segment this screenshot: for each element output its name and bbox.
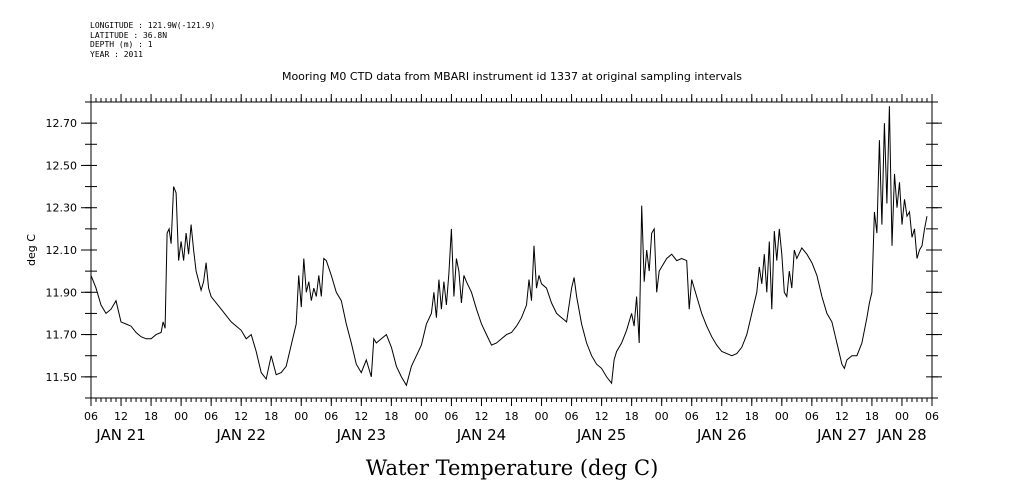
x-date-label: JAN 27	[816, 426, 867, 444]
x-date-label: JAN 24	[456, 426, 507, 444]
x-tick-label: 18	[505, 410, 519, 423]
axis-labels: 06 12 18 00 06 12 18 00 06 12 18 00 06 12 18 00 06 12 18 00…	[46, 117, 940, 444]
x-axis-label: Water Temperature (deg C)	[366, 456, 659, 480]
y-tick-label: 11.70	[46, 329, 78, 342]
axis-ticks	[81, 94, 942, 406]
chart-title: Mooring M0 CTD data from MBARI instrumen…	[282, 70, 742, 83]
x-tick-label: 18	[264, 410, 278, 423]
x-tick-label: 12	[114, 410, 128, 423]
x-tick-label: 00	[775, 410, 789, 423]
x-tick-label: 18	[865, 410, 879, 423]
x-tick-label: 06	[204, 410, 218, 423]
y-tick-label: 12.50	[46, 159, 78, 172]
x-date-label: JAN 26	[696, 426, 747, 444]
y-tick-label: 12.70	[46, 117, 78, 130]
x-tick-label: 00	[655, 410, 669, 423]
x-tick-label: 06	[685, 410, 699, 423]
x-date-label: JAN 22	[215, 426, 266, 444]
y-axis-label: deg C	[25, 234, 38, 266]
x-date-label: JAN 21	[95, 426, 146, 444]
x-tick-label: 06	[565, 410, 579, 423]
x-tick-label: 00	[294, 410, 308, 423]
series-line-water-temperature	[90, 106, 928, 387]
x-tick-label: 06	[925, 410, 939, 423]
x-tick-label: 00	[535, 410, 549, 423]
x-tick-label: 06	[324, 410, 338, 423]
x-tick-label: 00	[895, 410, 909, 423]
x-tick-label: 12	[234, 410, 248, 423]
x-date-label: JAN 25	[576, 426, 627, 444]
x-date-label: JAN 23	[336, 426, 387, 444]
depth-text: DEPTH (m) : 1	[90, 40, 153, 49]
x-tick-label: 06	[84, 410, 98, 423]
metadata-block: LONGITUDE : 121.9W(-121.9) LATITUDE : 36…	[90, 21, 215, 59]
x-tick-label: 18	[144, 410, 158, 423]
x-tick-label: 18	[745, 410, 759, 423]
x-date-label: JAN 28	[876, 426, 927, 444]
x-tick-label: 00	[174, 410, 188, 423]
y-tick-label: 12.10	[46, 244, 78, 257]
plot-frame	[90, 101, 933, 399]
x-tick-label: 06	[444, 410, 458, 423]
y-tick-label: 12.30	[46, 202, 78, 215]
x-tick-label: 12	[595, 410, 609, 423]
x-tick-label: 18	[384, 410, 398, 423]
x-tick-label: 06	[805, 410, 819, 423]
longitude-text: LONGITUDE : 121.9W(-121.9)	[90, 21, 216, 30]
latitude-text: LATITUDE : 36.8N	[90, 30, 168, 40]
year-text: YEAR : 2011	[90, 49, 143, 59]
x-tick-label: 12	[474, 410, 488, 423]
x-tick-label: 12	[835, 410, 849, 423]
x-tick-label: 12	[354, 410, 368, 423]
y-tick-label: 11.90	[46, 286, 78, 299]
x-tick-label: 00	[414, 410, 428, 423]
x-tick-label: 12	[715, 410, 729, 423]
y-tick-label: 11.50	[46, 371, 78, 384]
x-tick-label: 18	[625, 410, 639, 423]
